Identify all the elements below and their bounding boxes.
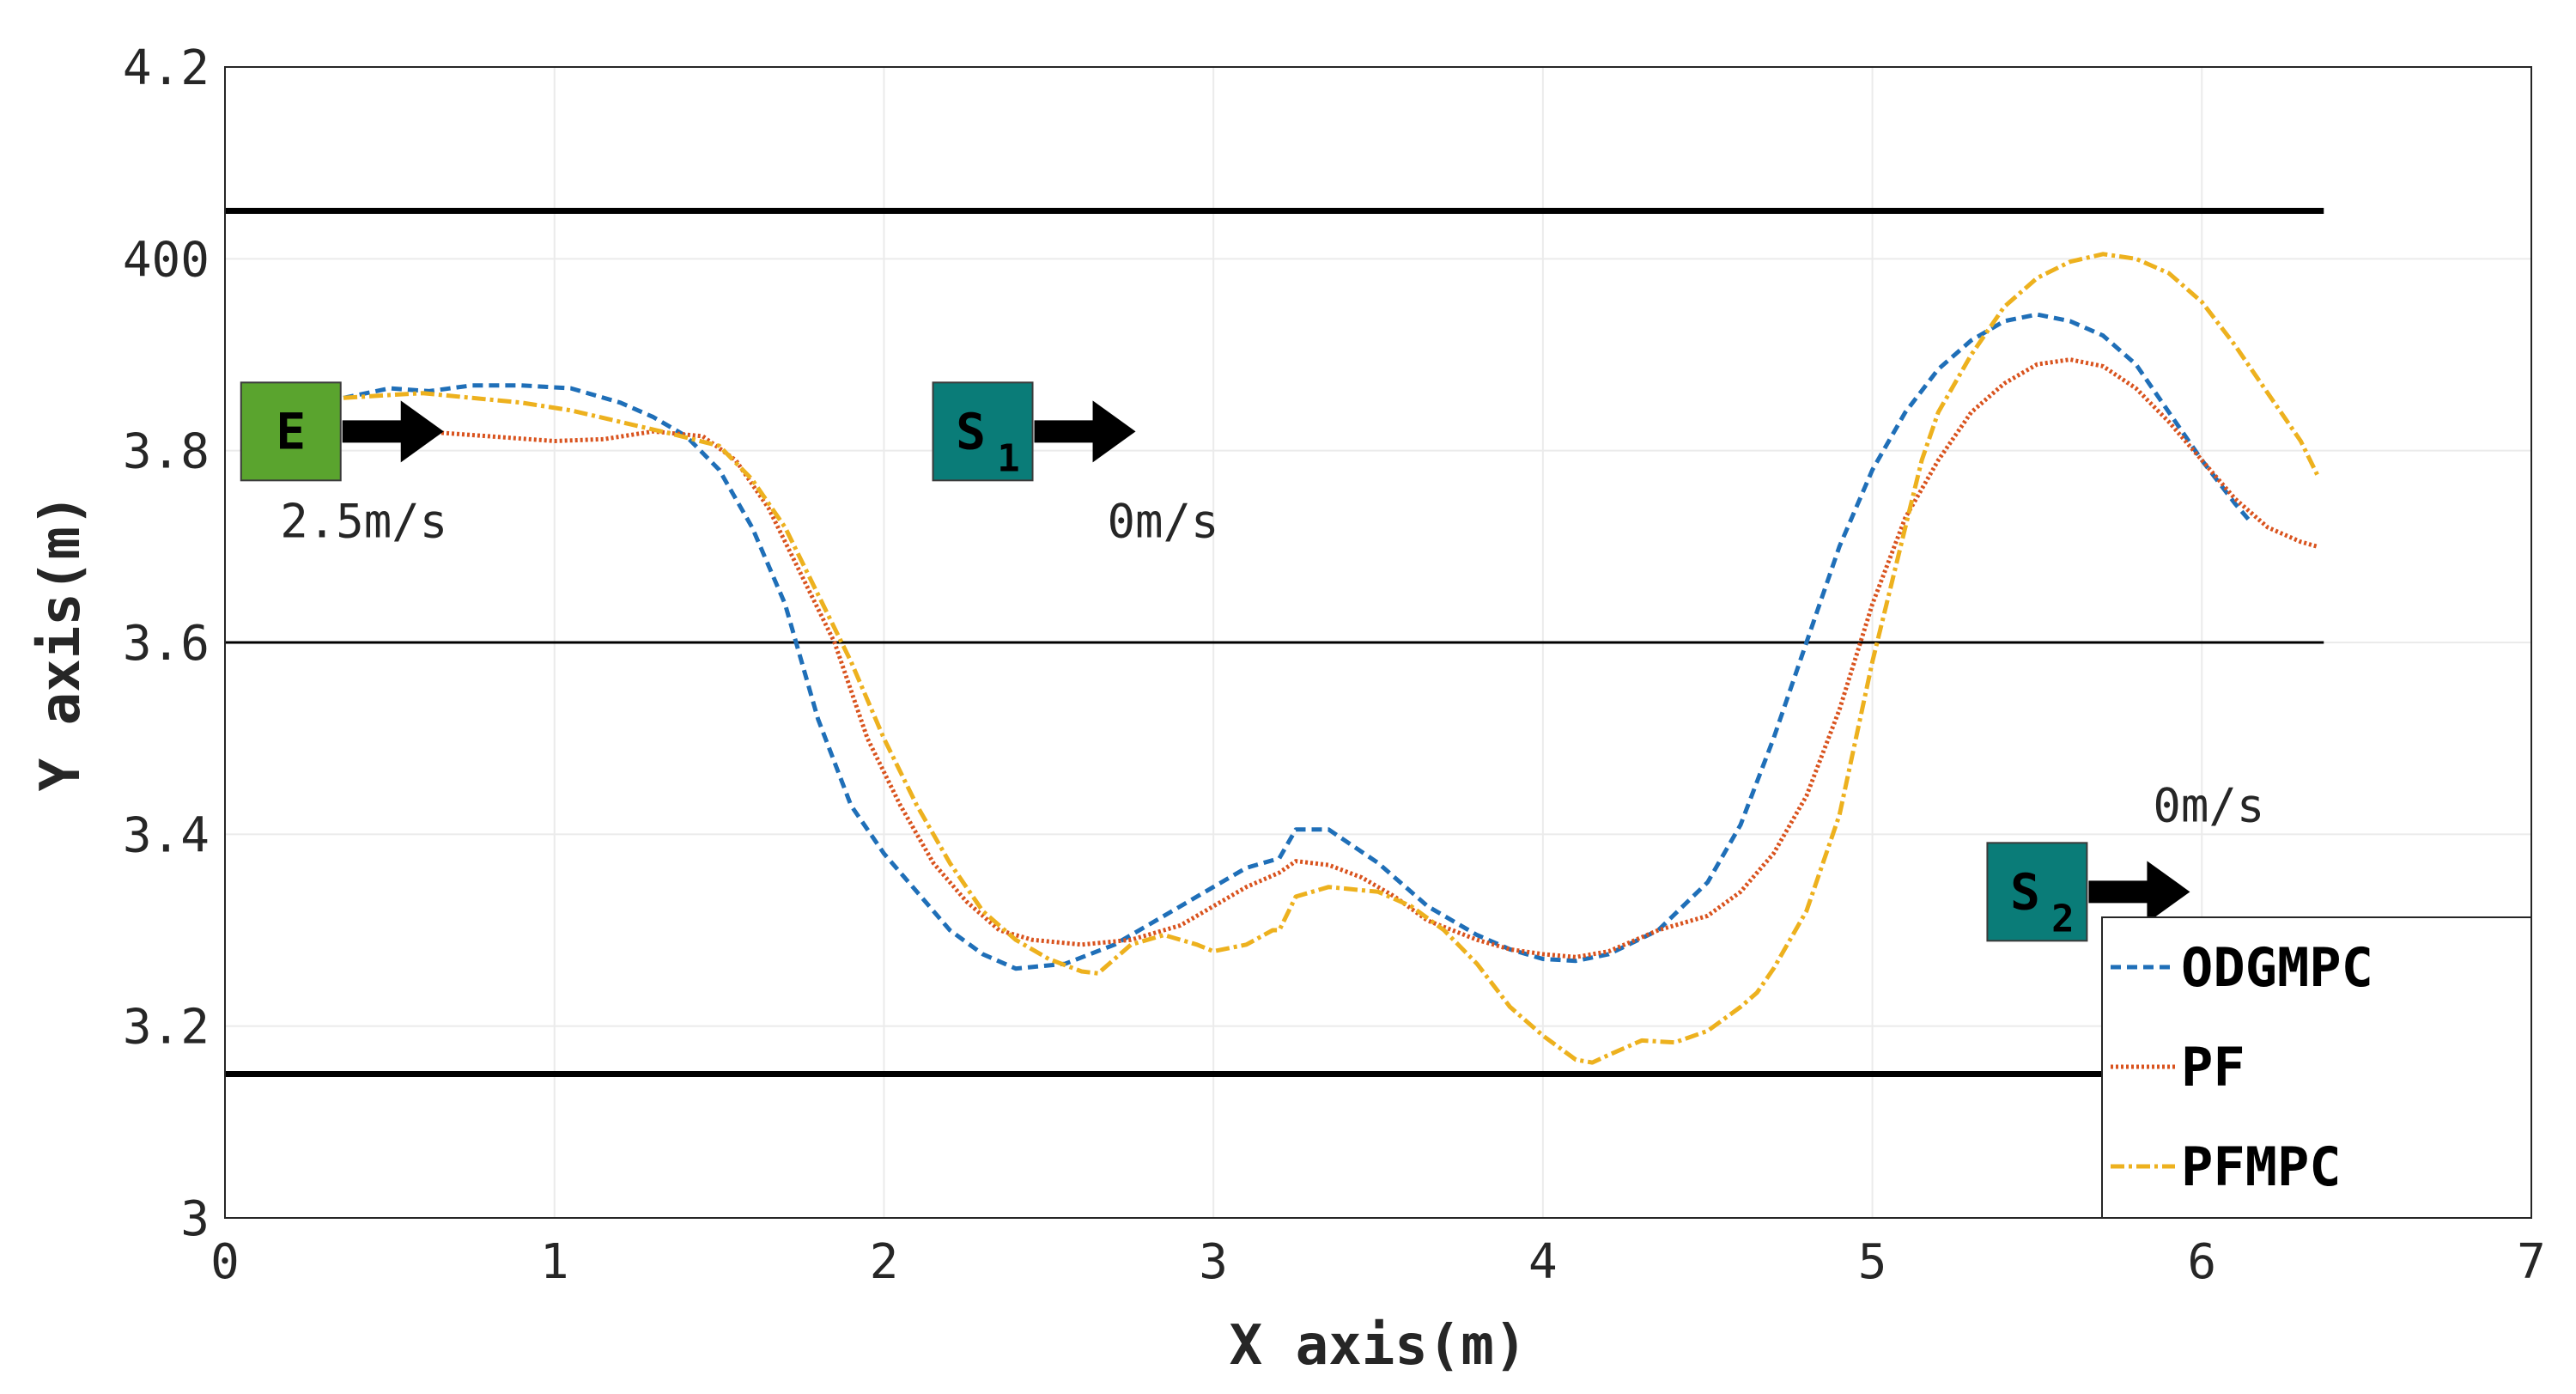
x-axis-title: X axis(m) <box>1230 1314 1528 1378</box>
x-tick-label: 7 <box>2517 1234 2546 1290</box>
legend-entry-odgmpc: ODGMPC <box>2181 936 2373 999</box>
legend-entry-pfmpc: PFMPC <box>2181 1135 2342 1198</box>
x-tick-label: 0 <box>210 1234 240 1290</box>
vehicle-subscript: 1 <box>997 436 1020 480</box>
plot-frame <box>224 66 2532 1219</box>
speed-label: 0m/s <box>1108 494 1219 548</box>
x-tick-label: 5 <box>1858 1234 1887 1290</box>
y-tick-label: 3 <box>180 1191 210 1247</box>
x-tick-label: 4 <box>1528 1234 1558 1290</box>
tick-labels: 0 1 2 3 4 5 6 7 3 3.2 3.4 3.6 3.8 400 4.2 <box>123 40 2546 1290</box>
series-odgmpc-line <box>343 312 2253 971</box>
y-tick-label: 3.8 <box>123 424 210 480</box>
vehicle-s1: S 1 0m/s <box>932 381 1219 548</box>
vehicle-subscript: 2 <box>2051 897 2075 940</box>
legend: ODGMPC PF PFMPC <box>2101 916 2532 1219</box>
vehicle-label: E <box>276 402 306 460</box>
vehicle-e: E 2.5m/s <box>240 381 447 548</box>
vehicle-s2: S 2 0m/s <box>1986 778 2264 942</box>
x-tick-label: 1 <box>540 1234 569 1290</box>
arrow-right-icon <box>342 400 444 463</box>
y-tick-label: 3.2 <box>123 1000 210 1056</box>
x-tick-label: 6 <box>2187 1234 2216 1290</box>
lane-boundaries <box>225 208 2324 1077</box>
y-axis-title: Y axis(m) <box>29 494 93 792</box>
y-tick-label: 4.2 <box>123 40 210 96</box>
arrow-right-icon <box>2088 861 2190 923</box>
series-group <box>343 252 2319 1065</box>
vehicles: E2.5m/sS 10m/sS 20m/s <box>240 381 2264 942</box>
vehicle-box <box>932 381 1034 482</box>
arrow-right-icon <box>1034 400 1136 463</box>
speed-label: 0m/s <box>2153 778 2264 832</box>
y-tick-label: 3.4 <box>123 807 210 863</box>
vehicle-label: S <box>956 402 986 460</box>
speed-label: 2.5m/s <box>280 494 447 548</box>
y-tick-label: 400 <box>123 232 210 288</box>
vehicle-box <box>240 381 342 482</box>
series-pfmpc-line <box>343 252 2319 1065</box>
series-pf-line <box>343 357 2318 959</box>
x-tick-label: 3 <box>1199 1234 1228 1290</box>
x-tick-label: 2 <box>870 1234 899 1290</box>
legend-entry-pf: PF <box>2181 1036 2245 1099</box>
vehicle-box <box>1986 842 2088 942</box>
vehicle-label: S <box>2010 862 2040 921</box>
y-tick-label: 3.6 <box>123 616 210 672</box>
